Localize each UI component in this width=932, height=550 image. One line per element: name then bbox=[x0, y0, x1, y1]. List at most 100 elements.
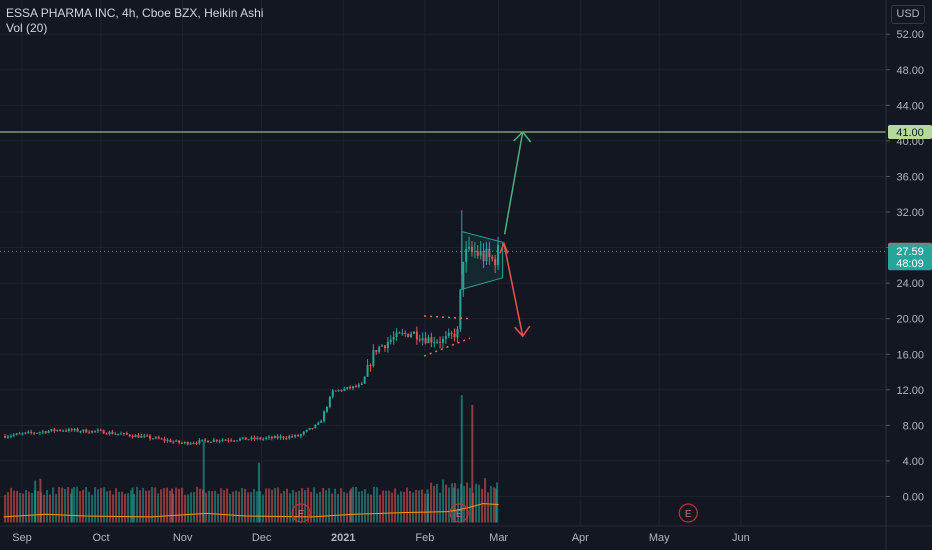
candle-body bbox=[427, 337, 430, 344]
candle-body bbox=[395, 332, 398, 337]
volume-bar bbox=[436, 483, 439, 523]
candle-body bbox=[383, 345, 386, 349]
volume-bar bbox=[349, 490, 352, 523]
candle-body bbox=[88, 432, 91, 434]
volume-bar bbox=[259, 491, 262, 523]
volume-bar bbox=[238, 491, 241, 523]
volume-bar bbox=[7, 492, 10, 523]
candle-body bbox=[70, 428, 73, 431]
time-axis-label[interactable]: Apr bbox=[572, 532, 589, 544]
volume-bar bbox=[166, 487, 169, 523]
time-axis-label[interactable]: Oct bbox=[92, 532, 109, 544]
price-axis-tick-label: 12.00 bbox=[896, 385, 924, 397]
candle-body bbox=[328, 396, 331, 407]
candle-body bbox=[267, 436, 270, 438]
earnings-marker-circle[interactable] bbox=[678, 503, 698, 523]
currency-button[interactable]: USD bbox=[891, 5, 925, 24]
candle-body bbox=[482, 250, 485, 262]
triangle-upper-line[interactable] bbox=[424, 315, 470, 320]
time-axis-label[interactable]: Feb bbox=[415, 532, 434, 544]
earnings-marker-label[interactable]: E bbox=[456, 509, 463, 520]
candle-body bbox=[221, 439, 224, 441]
candle-body bbox=[30, 431, 33, 433]
volume-bar bbox=[220, 488, 223, 523]
time-axis-label[interactable]: Mar bbox=[489, 532, 508, 544]
earnings-marker-circle[interactable] bbox=[291, 503, 311, 523]
volume-bar bbox=[277, 487, 280, 523]
candle-body bbox=[241, 437, 244, 439]
volume-bar bbox=[274, 487, 277, 523]
grid-lines bbox=[0, 0, 886, 526]
candle-body bbox=[453, 333, 456, 338]
time-axis-label[interactable]: Nov bbox=[173, 532, 193, 544]
candle-body bbox=[146, 435, 149, 437]
volume-bar bbox=[49, 494, 52, 523]
volume-bar bbox=[244, 488, 247, 523]
volume-bar-spike bbox=[258, 462, 260, 523]
candle-body bbox=[134, 435, 137, 438]
candle-body bbox=[343, 388, 346, 391]
candle-body bbox=[325, 406, 328, 412]
pennant-pattern[interactable] bbox=[461, 230, 504, 291]
volume-bar bbox=[481, 488, 484, 523]
candle-body bbox=[366, 365, 369, 377]
earnings-marker-circle[interactable] bbox=[449, 503, 469, 523]
symbol-title[interactable]: ESSA PHARMA INC, 4h, Cboe BZX, Heikin As… bbox=[6, 6, 264, 20]
chart-legend: ESSA PHARMA INC, 4h, Cboe BZX, Heikin As… bbox=[6, 6, 263, 36]
candle-body bbox=[114, 433, 117, 435]
candle-body bbox=[447, 332, 450, 337]
down-arrow-line[interactable] bbox=[503, 243, 524, 337]
triangle-lower-line[interactable] bbox=[423, 337, 471, 357]
candle-body bbox=[82, 429, 85, 432]
time-axis[interactable]: Sep Oct Nov Dec 2021 Feb Mar Apr May Jun bbox=[0, 525, 932, 544]
volume-bar bbox=[376, 487, 379, 523]
earnings-marker-label[interactable]: E bbox=[685, 509, 692, 520]
down-arrow-head[interactable] bbox=[514, 325, 531, 338]
volume-bar bbox=[301, 488, 304, 523]
time-axis-label[interactable]: Dec bbox=[252, 532, 272, 544]
candle-body bbox=[96, 430, 99, 432]
chart-drawings[interactable] bbox=[0, 130, 886, 357]
volume-indicator-label[interactable]: Vol (20) bbox=[6, 21, 48, 35]
volume-bar-spike bbox=[39, 478, 42, 523]
price-axis-tick-label: 16.00 bbox=[896, 349, 924, 361]
volume-bar bbox=[469, 487, 472, 523]
volume-bar bbox=[124, 493, 127, 523]
candle-body bbox=[285, 438, 288, 440]
candle-body bbox=[401, 332, 404, 334]
volume-bar bbox=[463, 485, 466, 523]
candle-body bbox=[415, 331, 418, 340]
up-arrow-head[interactable] bbox=[513, 130, 532, 143]
volume-bar bbox=[148, 490, 151, 523]
volume-bar bbox=[109, 490, 112, 523]
candle-body bbox=[375, 350, 378, 352]
candle-body bbox=[349, 387, 352, 389]
up-arrow-line[interactable] bbox=[503, 131, 524, 235]
candle-body bbox=[137, 435, 140, 438]
candle-body bbox=[296, 434, 299, 437]
volume-bar bbox=[457, 488, 460, 523]
volume-bar bbox=[19, 492, 22, 523]
volume-bar bbox=[10, 487, 13, 523]
volume-bar bbox=[88, 491, 91, 523]
volume-bar bbox=[382, 490, 385, 523]
time-axis-label[interactable]: Jun bbox=[732, 532, 750, 544]
candle-body bbox=[201, 439, 204, 441]
candle-body bbox=[372, 350, 375, 366]
volume-bar bbox=[136, 486, 139, 523]
volume-bar-spike bbox=[350, 488, 353, 523]
candle-body bbox=[91, 430, 94, 433]
volume-bar bbox=[175, 487, 178, 523]
earnings-marker-label[interactable]: E bbox=[298, 509, 305, 520]
candle-body bbox=[386, 341, 389, 349]
candle-body bbox=[320, 421, 323, 423]
time-axis-label[interactable]: May bbox=[649, 532, 670, 544]
price-label-countdown: 48:09 bbox=[896, 258, 924, 270]
candle-body bbox=[276, 436, 279, 439]
volume-bar-spike bbox=[71, 488, 74, 523]
time-axis-label[interactable]: 2021 bbox=[331, 532, 355, 544]
time-axis-label[interactable]: Sep bbox=[12, 532, 32, 544]
volume-bar bbox=[28, 491, 31, 523]
